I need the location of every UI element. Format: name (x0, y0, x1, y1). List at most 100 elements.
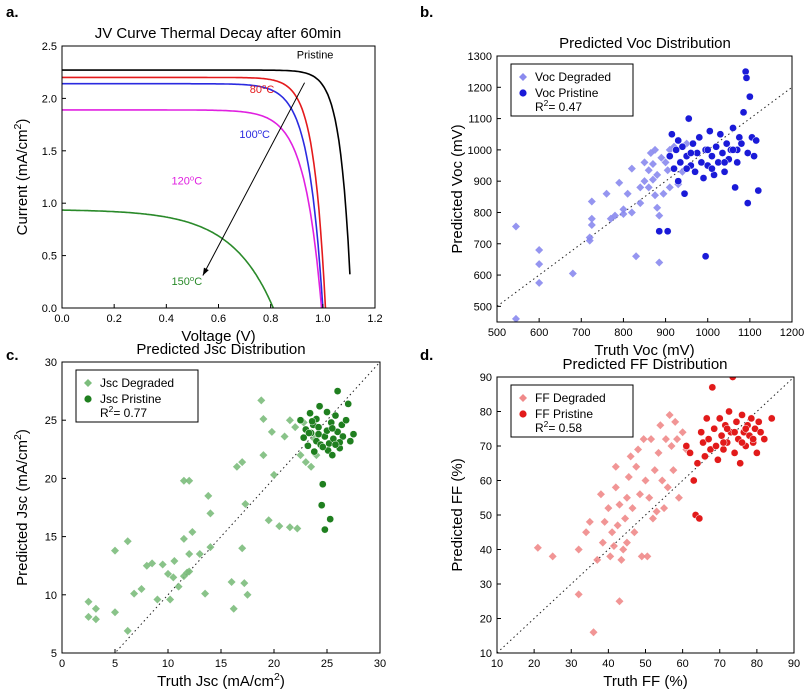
legend-marker-degraded (519, 394, 527, 402)
data-point-pristine (725, 407, 733, 416)
data-point-degraded (617, 555, 626, 564)
x-tick-label: 50 (639, 658, 651, 670)
x-tick-label: 40 (602, 658, 614, 670)
y-tick-label: 60 (480, 476, 492, 488)
data-point-degraded (296, 451, 305, 460)
data-point-pristine (672, 146, 680, 154)
data-point-degraded (634, 445, 643, 454)
y-axis-label: Current (mA/cm2) (12, 119, 31, 236)
x-tick-label: 70 (714, 658, 726, 670)
data-point-degraded (627, 164, 636, 173)
r-squared-label: R2= 0.77 (100, 404, 147, 420)
data-point-degraded (667, 442, 676, 450)
data-point-degraded (241, 500, 250, 509)
y-axis-label: Predicted FF (%) (449, 458, 466, 571)
x-tick-label: 600 (530, 327, 548, 339)
x-tick-label: 700 (572, 327, 590, 339)
data-point-pristine (714, 455, 722, 464)
y-tick-label: 30 (45, 357, 57, 369)
y-tick-label: 1.5 (42, 146, 57, 158)
data-point-degraded (602, 189, 611, 198)
data-point-pristine (308, 417, 317, 426)
data-point-degraded (611, 483, 620, 492)
data-point-pristine (720, 158, 729, 167)
data-point-degraded (259, 451, 268, 460)
data-point-degraded (622, 538, 631, 547)
data-point-degraded (622, 493, 631, 502)
plot-area (62, 69, 351, 308)
data-point-degraded (665, 183, 674, 192)
data-point-degraded (655, 258, 664, 267)
data-point-degraded (511, 222, 520, 231)
legend-box (75, 369, 199, 423)
data-point-degraded (166, 595, 175, 604)
data-point-degraded (587, 214, 596, 223)
data-point-pristine (674, 177, 683, 186)
data-point-degraded (587, 197, 596, 206)
data-point-degraded (655, 211, 664, 220)
data-point-pristine (333, 427, 342, 436)
data-point-degraded (645, 493, 654, 502)
jv-curve-1 (62, 76, 327, 308)
data-point-degraded (148, 559, 157, 568)
x-tick-label: 0.2 (107, 313, 122, 325)
data-point-pristine (310, 447, 319, 456)
data-point-degraded (257, 396, 266, 405)
data-point-degraded (644, 166, 653, 175)
x-axis-label: Voltage (V) (181, 328, 255, 345)
y-tick-label: 15 (45, 532, 57, 544)
data-point-pristine (318, 443, 327, 451)
data-point-pristine (736, 459, 745, 468)
data-point-pristine (715, 414, 724, 423)
y-axis-label: Predicted Jsc (mA/cm2) (12, 429, 31, 586)
data-point-pristine (756, 428, 765, 437)
data-point-pristine (695, 514, 704, 523)
data-point-degraded (301, 458, 310, 467)
data-point-pristine (729, 146, 737, 154)
legend-marker-pristine (519, 89, 527, 97)
data-point-degraded (651, 191, 660, 200)
data-point-degraded (585, 236, 594, 245)
data-point-pristine (739, 108, 748, 117)
data-point-degraded (653, 203, 662, 212)
data-point-pristine (723, 424, 732, 433)
chart-panel-1: b. Predicted Voc Distribution 500 600 700 800… (420, 4, 804, 359)
y-axis-label: Predicted Voc (mV) (449, 124, 466, 253)
data-point-degraded (608, 528, 617, 537)
data-point-pristine (689, 476, 698, 485)
data-point-degraded (619, 545, 628, 554)
data-point-degraded (280, 432, 289, 441)
data-point-degraded (630, 528, 639, 537)
data-point-pristine (716, 130, 725, 139)
data-point-pristine (695, 133, 704, 142)
data-point-pristine (732, 418, 741, 426)
r-squared-label: R2= 0.58 (535, 419, 582, 435)
data-point-degraded (270, 470, 278, 479)
legend-marker-pristine (519, 410, 527, 418)
data-point-degraded (663, 166, 672, 175)
data-point-pristine (733, 158, 742, 167)
y-tick-label: 1200 (468, 82, 492, 94)
data-point-degraded (613, 521, 622, 530)
data-point-degraded (174, 582, 183, 591)
data-point-pristine (333, 387, 342, 395)
data-point-pristine (701, 252, 710, 261)
y-tick-label: 800 (474, 207, 492, 219)
data-point-degraded (673, 435, 682, 444)
data-point-pristine (747, 414, 756, 423)
data-point-degraded (238, 544, 247, 553)
data-point-pristine (665, 152, 674, 160)
y-tick-label: 2.5 (42, 41, 57, 53)
data-point-degraded (619, 205, 628, 214)
data-point-pristine (730, 449, 739, 457)
identity-line (497, 86, 792, 307)
panel-label: b. (420, 4, 433, 21)
x-tick-label: 60 (677, 658, 689, 670)
data-point-pristine (741, 424, 750, 433)
y-tick-label: 0.5 (42, 251, 57, 263)
data-point-degraded (158, 560, 167, 569)
y-tick-label: 1100 (468, 114, 492, 126)
x-tick-label: 0 (59, 658, 65, 670)
